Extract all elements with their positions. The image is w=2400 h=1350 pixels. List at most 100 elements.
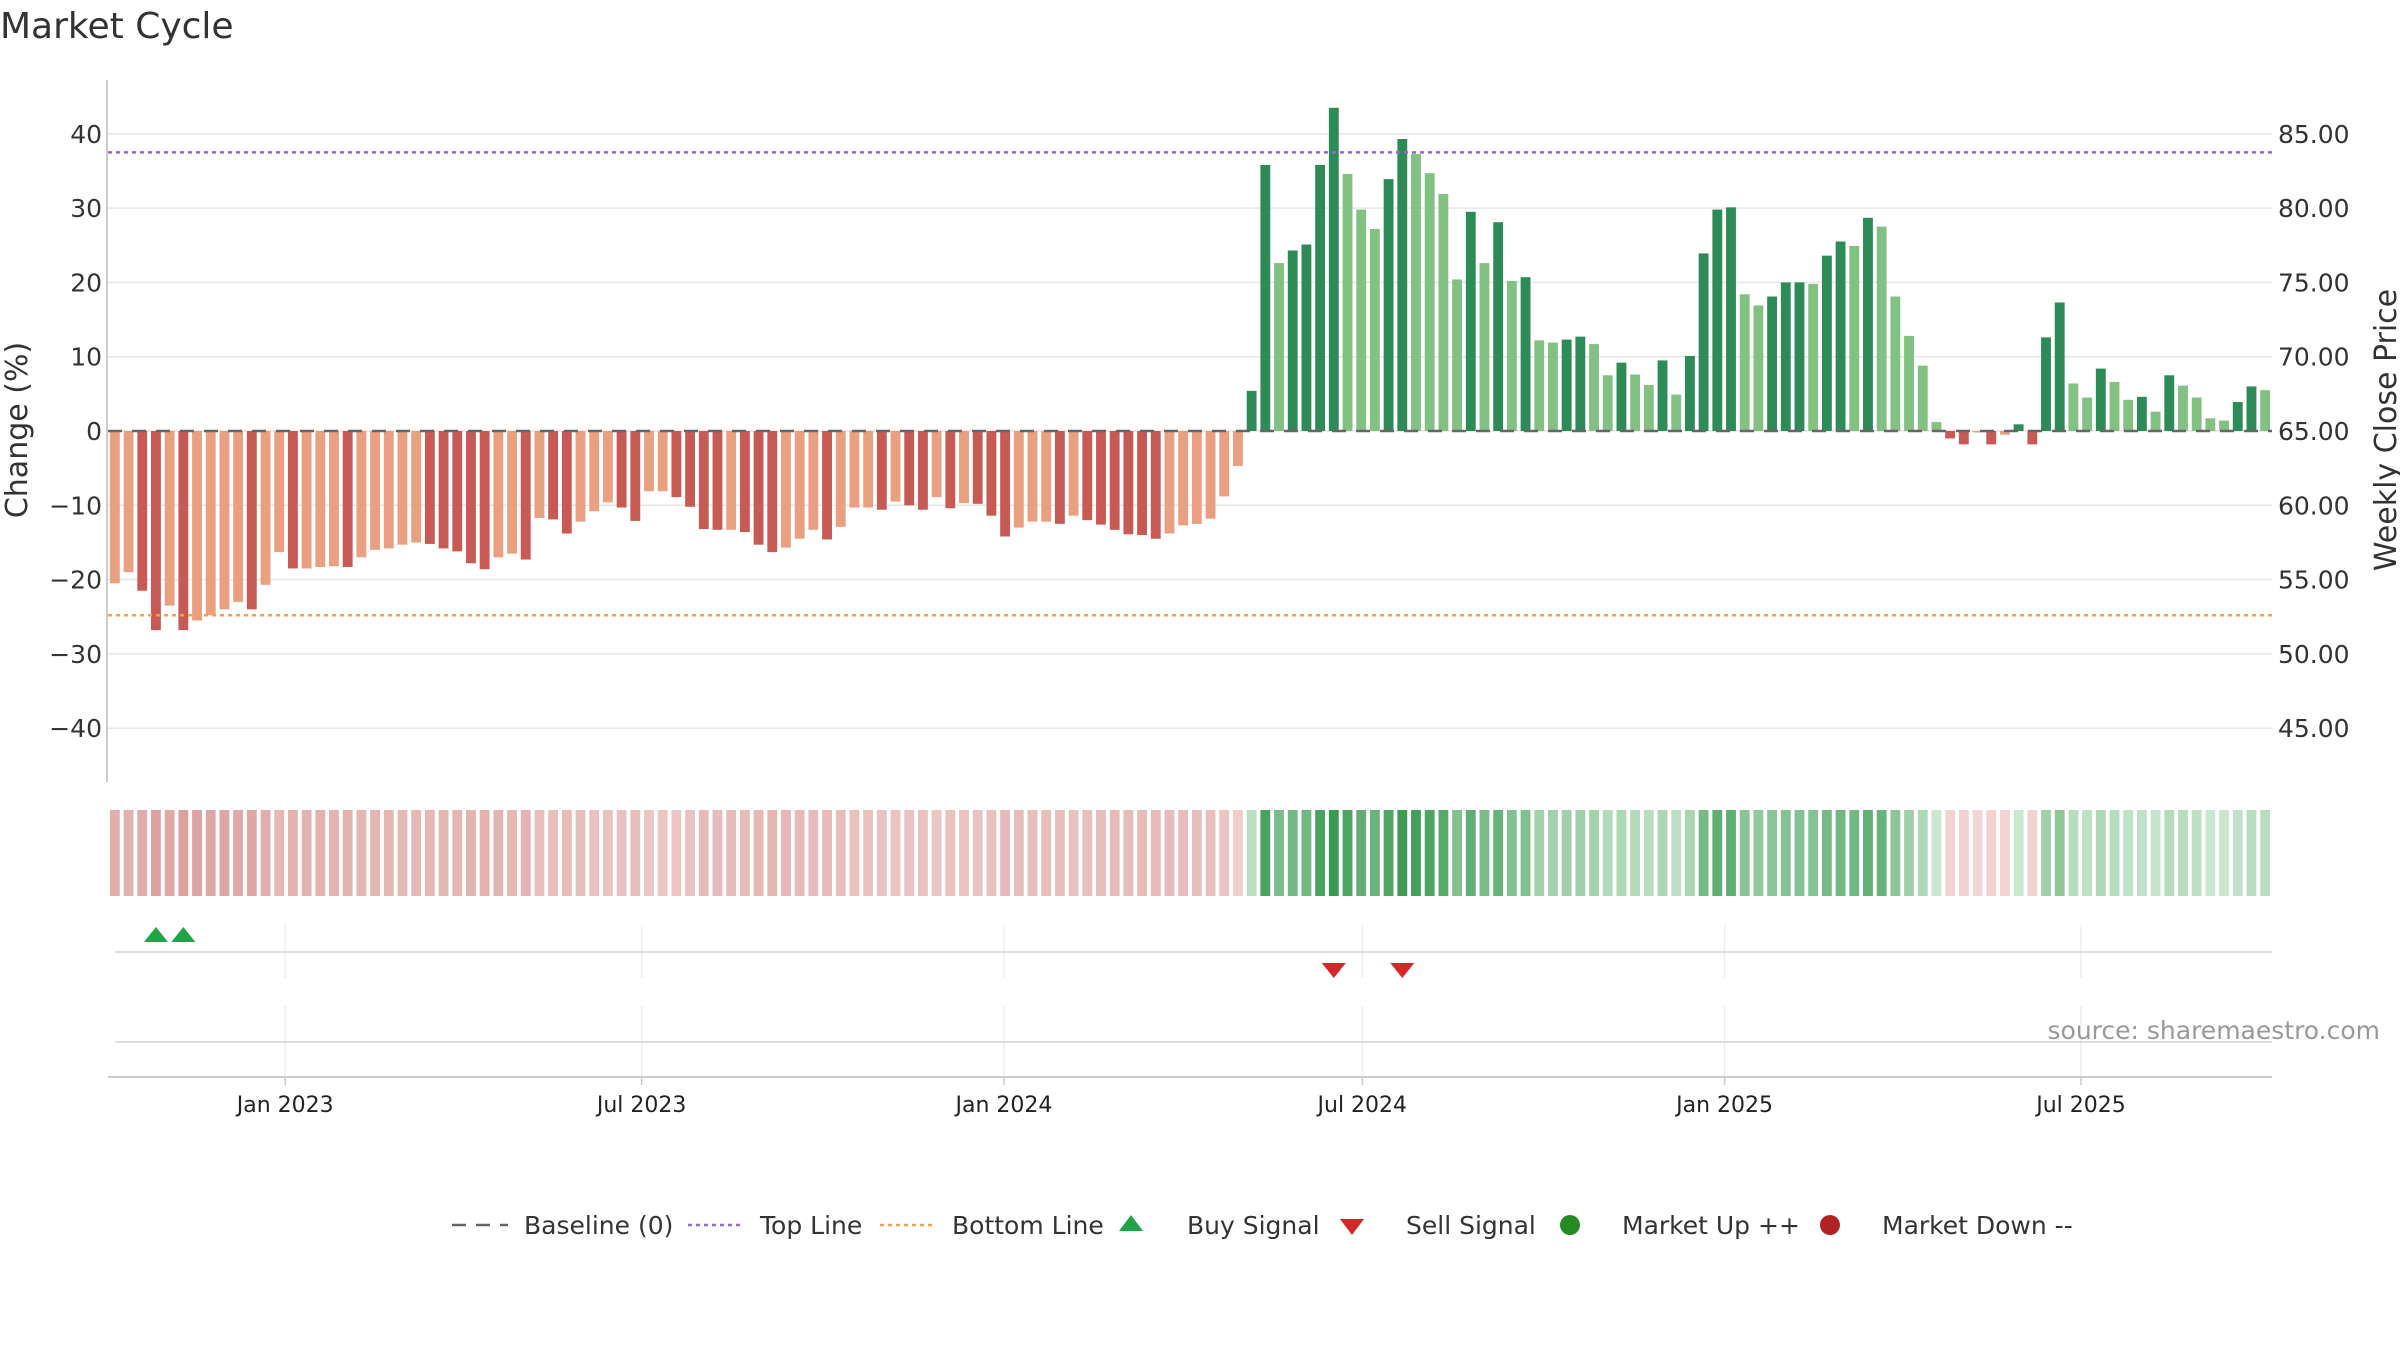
heat-cell	[1479, 810, 1490, 896]
heat-cell	[1904, 810, 1914, 896]
heat-cell	[2150, 810, 2161, 896]
change-bar	[1397, 139, 1408, 431]
change-bar	[534, 431, 545, 518]
y-tick-right: 75.00	[2278, 268, 2350, 297]
y-tick-left: 0	[86, 417, 102, 446]
heat-cell	[1849, 810, 1860, 896]
change-bar	[1931, 422, 1942, 431]
change-bar	[1767, 296, 1778, 431]
heat-cell	[1054, 810, 1065, 896]
heat-cell	[1424, 810, 1435, 896]
heat-cell	[917, 810, 928, 896]
change-bar	[931, 431, 942, 498]
heat-cell	[931, 810, 942, 896]
legend-label: Market Down --	[1882, 1211, 2073, 1240]
heat-strip	[109, 810, 2271, 896]
heat-cell	[1780, 810, 1791, 896]
change-bar	[1260, 165, 1271, 432]
heat-cell	[1684, 810, 1695, 896]
heat-cell	[657, 810, 668, 896]
change-bar	[315, 431, 326, 567]
heat-cell	[781, 810, 791, 896]
change-bar	[1027, 431, 1038, 522]
heat-cell	[575, 810, 586, 896]
heat-cell	[2123, 810, 2134, 896]
heat-cell	[959, 810, 969, 896]
change-bar	[1671, 394, 1682, 431]
heat-cell	[1356, 810, 1367, 896]
change-bar	[178, 431, 189, 631]
change-bar	[438, 431, 449, 549]
change-bar	[1999, 431, 2010, 435]
change-bar	[1739, 294, 1750, 431]
change-bar	[1726, 207, 1736, 431]
heat-cell	[1178, 810, 1189, 896]
change-bar	[739, 431, 750, 533]
x-tick-label: Jan 2023	[235, 1093, 334, 1118]
change-bar	[1465, 211, 1476, 431]
change-bar	[602, 431, 613, 503]
heat-cell	[1150, 810, 1161, 896]
change-bar	[424, 431, 435, 544]
heat-cell	[986, 810, 997, 896]
change-bar	[644, 431, 654, 492]
heat-cell	[479, 810, 490, 896]
change-bar	[835, 431, 846, 527]
heat-cell	[1082, 810, 1093, 896]
change-bar	[1123, 431, 1134, 535]
heat-cell	[1712, 810, 1723, 896]
y-axis-right-title: Weekly Close Price	[2369, 289, 2400, 571]
heat-cell	[1657, 810, 1668, 896]
heat-cell	[2054, 810, 2065, 896]
change-bar	[356, 431, 367, 558]
change-bar	[575, 431, 586, 522]
change-bar	[589, 431, 600, 512]
heat-cell	[1931, 810, 1942, 896]
heat-cell	[876, 810, 887, 896]
change-bar	[1246, 390, 1257, 431]
heat-cell	[671, 810, 682, 896]
heat-cell	[1027, 810, 1038, 896]
change-bar	[1698, 253, 1709, 431]
heat-cell	[287, 810, 298, 896]
heat-cell	[452, 810, 463, 896]
heat-cell	[2013, 810, 2024, 896]
change-bar	[794, 431, 805, 539]
change-bar	[1041, 431, 1052, 522]
change-bar	[548, 431, 559, 520]
heat-cell	[835, 810, 846, 896]
heat-cell	[164, 810, 175, 896]
heat-cell	[1068, 810, 1079, 896]
heat-cell	[1917, 810, 1928, 896]
heat-cell	[1452, 810, 1463, 896]
heat-cell	[1493, 810, 1504, 896]
change-bar	[1178, 431, 1189, 526]
change-bar	[1849, 245, 1860, 431]
change-bar	[1643, 384, 1654, 431]
heat-cell	[1411, 810, 1421, 896]
heat-cell	[849, 810, 860, 896]
legend-label: Sell Signal	[1406, 1211, 1536, 1240]
y-tick-right: 60.00	[2278, 491, 2350, 520]
heat-cell	[1808, 810, 1819, 896]
change-bar	[520, 431, 531, 560]
x-tick-label: Jul 2024	[1316, 1093, 1408, 1118]
change-bar	[2068, 383, 2079, 431]
change-bar	[151, 431, 161, 631]
change-bar	[2109, 381, 2120, 431]
change-bar	[1274, 263, 1284, 431]
heat-cell	[1164, 810, 1175, 896]
change-bar	[808, 431, 819, 530]
change-bar	[1657, 360, 1668, 431]
change-bar	[287, 431, 298, 569]
change-bar	[2191, 397, 2202, 431]
heat-cell	[685, 810, 696, 896]
change-bar	[370, 431, 381, 550]
change-bar	[685, 431, 696, 507]
change-bar	[822, 431, 832, 540]
heat-cell	[808, 810, 819, 896]
change-bar	[164, 431, 175, 606]
heat-cell	[630, 810, 641, 896]
heat-cell	[1219, 810, 1230, 896]
heat-cell	[329, 810, 339, 896]
